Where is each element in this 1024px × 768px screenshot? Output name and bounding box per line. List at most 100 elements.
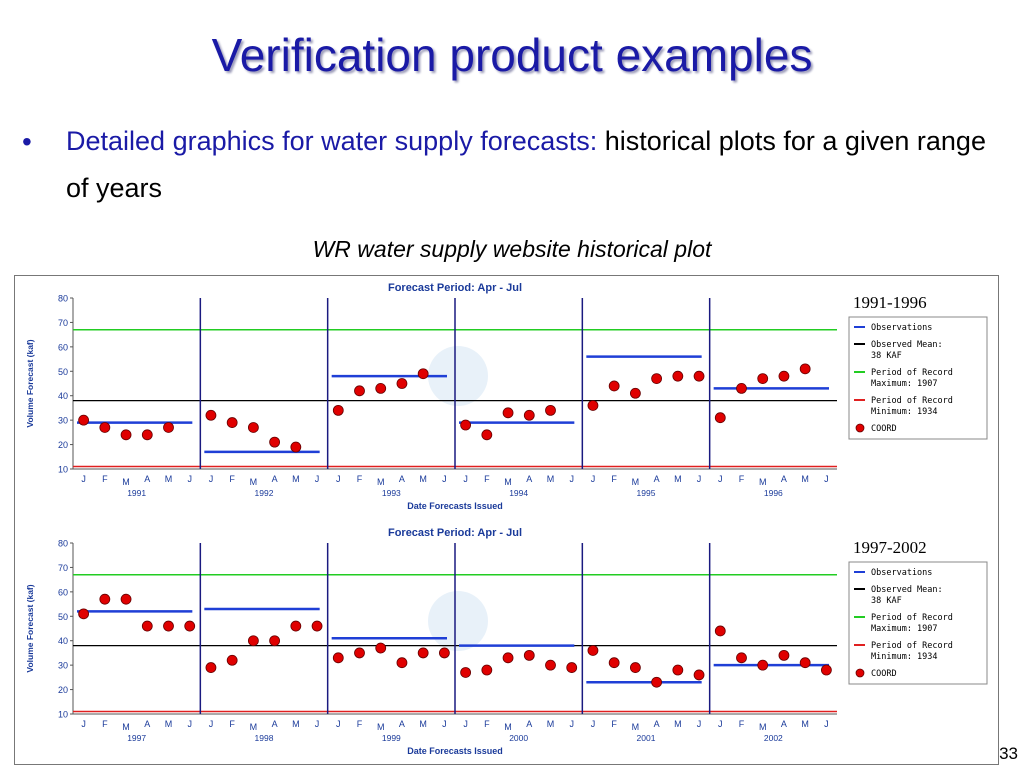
y-tick-label: 60 [58, 587, 68, 597]
forecast-point [714, 625, 726, 637]
forecast-point [672, 370, 684, 382]
forecast-point [608, 657, 620, 669]
bullet-dot: • [22, 126, 32, 157]
month-tick-label: J [463, 719, 468, 729]
year-label: 1997 [127, 733, 146, 743]
forecast-point [205, 662, 217, 673]
legend-marker [855, 423, 865, 433]
month-tick-label: M [250, 722, 258, 732]
month-tick-label: A [654, 719, 660, 729]
year-range-label: 1997-2002 [853, 538, 927, 557]
month-tick-label: F [229, 719, 235, 729]
legend-box [848, 316, 988, 440]
forecast-point [141, 429, 153, 441]
month-tick-label: F [102, 474, 108, 484]
forecast-point [396, 657, 408, 669]
year-label: 2002 [764, 733, 783, 743]
forecast-point [247, 635, 259, 647]
month-tick-label: M [250, 477, 258, 487]
forecast-point [481, 664, 493, 676]
forecast-point [460, 419, 472, 431]
x-axis-label: Date Forecasts Issued [407, 746, 503, 756]
month-tick-label: A [399, 474, 405, 484]
month-tick-label: M [674, 474, 682, 484]
month-tick-label: M [801, 719, 809, 729]
month-tick-label: M [547, 474, 555, 484]
year-label: 2001 [637, 733, 656, 743]
legend-marker [855, 668, 865, 678]
forecast-point [226, 417, 238, 428]
forecast-point [332, 404, 344, 416]
month-tick-label: M [674, 719, 682, 729]
month-tick-label: A [781, 474, 787, 484]
forecast-point [332, 652, 344, 664]
month-tick-label: M [801, 474, 809, 484]
legend-label: COORD [871, 424, 897, 434]
year-label: 1996 [764, 488, 783, 498]
month-tick-label: A [654, 474, 660, 484]
noaa-watermark-icon [428, 346, 488, 406]
forecast-point [438, 647, 450, 659]
month-tick-label: J [718, 719, 723, 729]
month-tick-label: M [292, 719, 300, 729]
y-axis-label: Volume Forecast (kaf) [25, 339, 35, 427]
month-tick-label: J [718, 474, 723, 484]
forecast-point [545, 404, 556, 416]
forecast-point [736, 382, 747, 394]
year-label: 1991 [127, 488, 146, 498]
month-tick-label: M [419, 474, 427, 484]
month-tick-label: A [272, 474, 278, 484]
month-tick-label: M [504, 477, 512, 487]
month-tick-label: J [81, 474, 86, 484]
y-tick-label: 40 [58, 391, 68, 401]
bullet-lead: Detailed graphics for water supply forec… [66, 126, 598, 156]
legend-label: Period of Record [871, 613, 953, 623]
y-tick-label: 80 [58, 294, 68, 304]
forecast-point [99, 422, 111, 433]
month-tick-label: F [357, 474, 363, 484]
year-label: 1995 [637, 488, 656, 498]
y-axis-label: Volume Forecast (kaf) [25, 584, 35, 672]
month-tick-label: M [759, 722, 767, 732]
y-tick-label: 20 [58, 685, 68, 695]
y-tick-label: 70 [58, 318, 68, 328]
legend-label: Observed Mean: [871, 585, 943, 595]
chart-title: Forecast Period: Apr - Jul [388, 282, 522, 294]
month-tick-label: J [442, 474, 447, 484]
forecast-point [778, 649, 790, 661]
month-tick-label: J [463, 474, 468, 484]
month-tick-label: F [229, 474, 235, 484]
month-tick-label: M [632, 477, 640, 487]
forecast-point [736, 652, 747, 664]
forecast-point [269, 436, 281, 448]
legend-label: 38 KAF [871, 596, 902, 606]
year-label: 1992 [255, 488, 274, 498]
forecast-point [163, 620, 174, 632]
month-tick-label: M [122, 722, 130, 732]
y-tick-label: 30 [58, 661, 68, 671]
forecast-point [629, 662, 641, 673]
legend-label: Minimum: 1934 [871, 407, 938, 417]
month-tick-label: A [144, 719, 150, 729]
forecast-point [269, 635, 281, 647]
chart-1: Forecast Period: Apr - Jul 10 20 30 40 50 60 70… [25, 282, 988, 511]
forecast-point [226, 654, 238, 666]
forecast-point [78, 414, 90, 426]
plot-frame: Forecast Period: Apr - Jul 10 20 30 40 50 60 70… [14, 275, 999, 765]
legend-label: Maximum: 1907 [871, 624, 938, 634]
year-label: 1994 [509, 488, 528, 498]
month-tick-label: A [144, 474, 150, 484]
legend-label: Observations [871, 568, 932, 578]
forecast-point [417, 647, 429, 659]
forecast-point [566, 662, 578, 673]
forecast-point [545, 659, 556, 671]
forecast-point [672, 664, 684, 676]
month-tick-label: F [611, 719, 617, 729]
forecast-point [120, 593, 132, 605]
forecast-point [799, 363, 811, 375]
forecast-point [78, 608, 90, 620]
forecast-point [99, 593, 111, 605]
forecast-point [523, 409, 535, 421]
chart-title: Forecast Period: Apr - Jul [388, 527, 522, 539]
year-range-label: 1991-1996 [853, 293, 927, 312]
